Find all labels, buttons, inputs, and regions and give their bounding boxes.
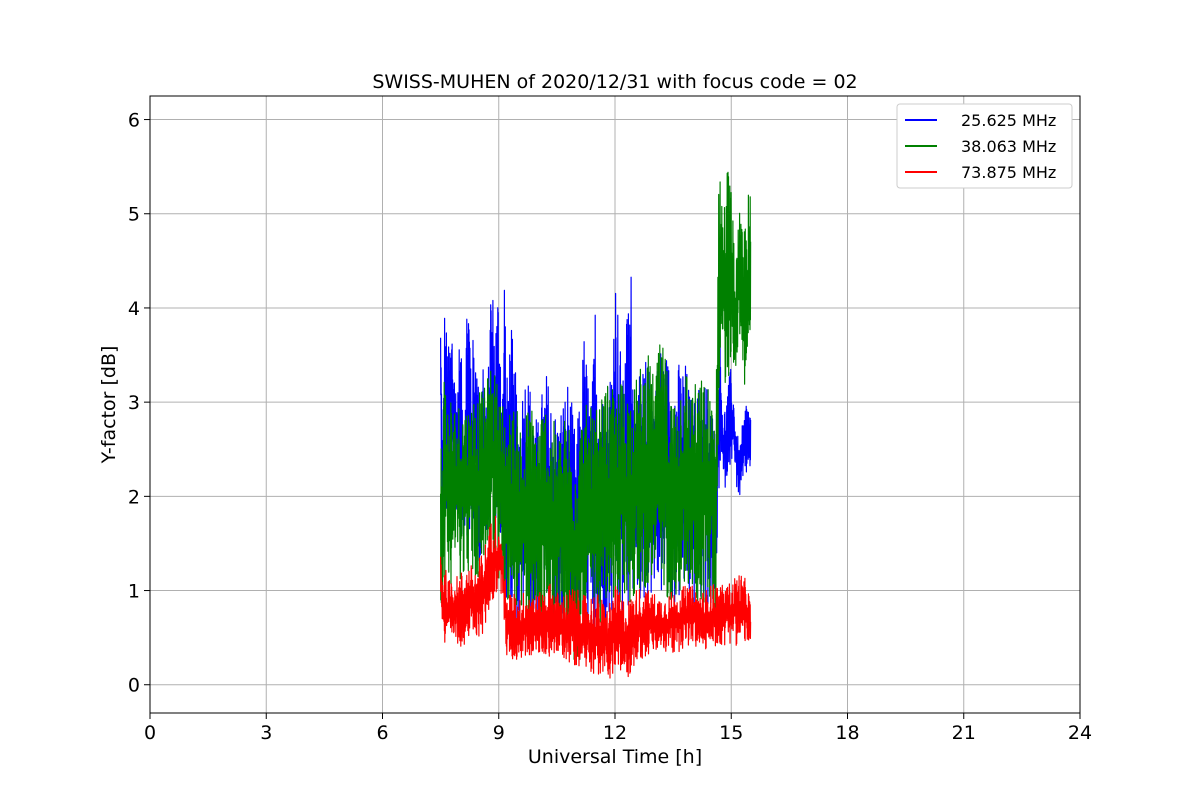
x-tick-label: 24 xyxy=(1068,722,1092,744)
y-tick-label: 1 xyxy=(128,581,140,603)
y-tick-label: 6 xyxy=(128,110,140,132)
x-tick-label: 9 xyxy=(493,722,505,744)
series-line-2 xyxy=(440,515,752,679)
x-tick-label: 21 xyxy=(952,722,976,744)
y-tick-label: 0 xyxy=(128,675,140,697)
legend-label-2: 73.875 MHz xyxy=(961,163,1056,182)
x-tick-label: 12 xyxy=(603,722,627,744)
y-axis: 0 1 2 3 4 5 6 xyxy=(128,110,150,697)
x-axis-label: Universal Time [h] xyxy=(528,746,702,768)
y-axis-label: Y-factor [dB] xyxy=(98,346,120,465)
x-tick-label: 15 xyxy=(719,722,743,744)
y-tick-label: 3 xyxy=(128,392,140,414)
x-tick-label: 3 xyxy=(260,722,272,744)
legend-box xyxy=(896,103,1073,189)
x-tick-label: 18 xyxy=(835,722,859,744)
legend-label-1: 38.063 MHz xyxy=(961,137,1056,156)
legend: 25.625 MHz 38.063 MHz 73.875 MHz xyxy=(896,103,1073,189)
x-tick-label: 6 xyxy=(376,722,388,744)
x-tick-label: 0 xyxy=(144,722,156,744)
y-tick-label: 5 xyxy=(128,204,140,226)
y-tick-label: 2 xyxy=(128,486,140,508)
series-line-1 xyxy=(440,171,752,660)
y-tick-label: 4 xyxy=(128,298,140,320)
x-axis: 0 3 6 9 12 15 18 21 24 xyxy=(144,713,1092,744)
chart-title: SWISS-MUHEN of 2020/12/31 with focus cod… xyxy=(372,71,857,93)
legend-label-0: 25.625 MHz xyxy=(961,111,1056,130)
series-layer xyxy=(440,171,752,679)
